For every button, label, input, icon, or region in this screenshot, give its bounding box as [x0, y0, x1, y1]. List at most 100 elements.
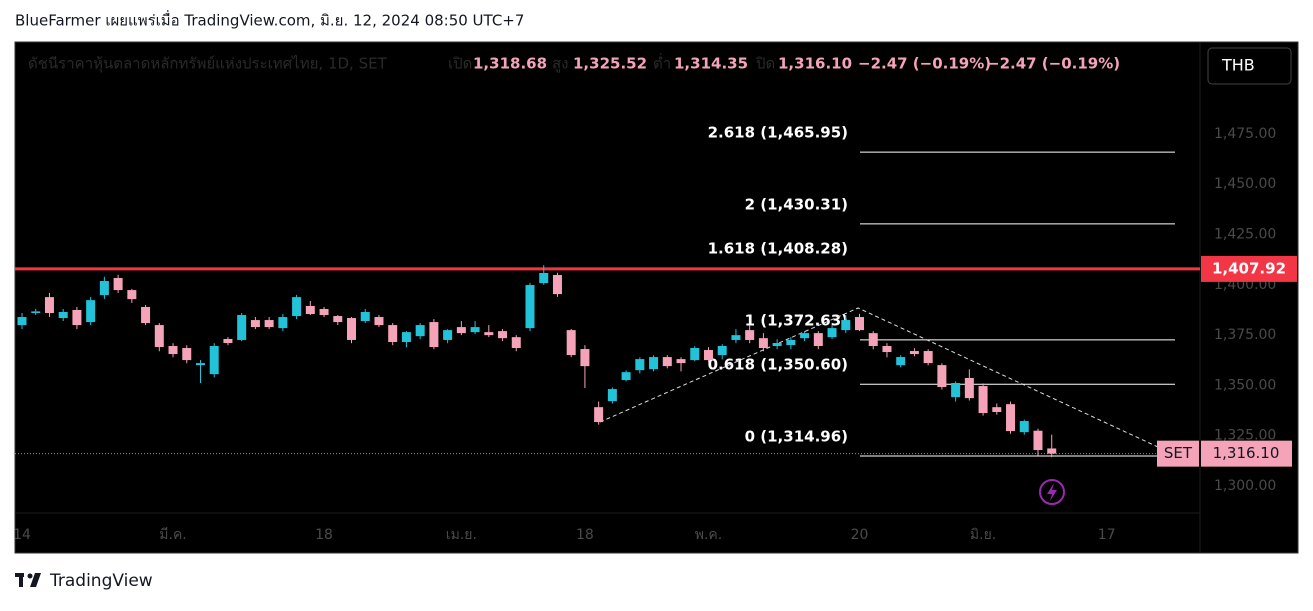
- candle-body: [772, 342, 782, 347]
- candle-body: [676, 359, 686, 364]
- candle-body: [401, 332, 411, 342]
- open-value: 1,318.68: [473, 55, 547, 73]
- logo-mark: [30, 573, 41, 587]
- candle-body: [758, 338, 768, 349]
- change: −2.47 (−0.19%): [987, 55, 1120, 73]
- candle-body: [909, 351, 919, 355]
- candle-body: [17, 317, 27, 326]
- candle-body: [964, 377, 974, 399]
- byline: BlueFarmer เผยแพร่เมื่อ TradingView.com,…: [15, 10, 524, 30]
- trend-line: [599, 307, 1161, 449]
- candle-body: [319, 308, 329, 316]
- x-tick-label: พ.ค.: [695, 527, 723, 543]
- y-tick-label: 1,325.00: [1214, 428, 1276, 444]
- open-label: เปิด: [448, 55, 472, 73]
- candle-body: [566, 330, 576, 356]
- candle-body: [1006, 404, 1016, 432]
- candle-body: [978, 386, 988, 414]
- close-label: ปิด: [755, 55, 775, 73]
- candle-body: [813, 333, 823, 347]
- candle-body: [31, 311, 41, 314]
- y-tick-label: 1,450.00: [1214, 176, 1276, 192]
- candle-body: [511, 337, 521, 349]
- y-tick-label: 1,425.00: [1214, 227, 1276, 243]
- candle-body: [333, 316, 343, 323]
- currency[interactable]: THB: [1221, 56, 1255, 75]
- candle-body: [58, 312, 68, 319]
- candle-body: [745, 330, 755, 340]
- candle-body: [374, 317, 384, 326]
- y-tick-label: 1,300.00: [1214, 478, 1276, 494]
- candle-body: [896, 357, 906, 366]
- logo-mark: [19, 573, 23, 587]
- candle-body: [580, 349, 590, 367]
- candle-body: [786, 339, 796, 346]
- low-value: 1,314.35: [674, 55, 748, 73]
- candle-body: [525, 285, 535, 329]
- candle-body: [292, 297, 302, 317]
- candle-body: [182, 348, 192, 361]
- x-tick-label: มิ.ย.: [970, 527, 996, 543]
- horizontal-line-label: 1,407.92: [1212, 259, 1286, 277]
- fib-label: 1.618 (1,408.28): [708, 240, 848, 258]
- bolt-icon: [1047, 483, 1057, 501]
- last-price-tag: [1201, 440, 1292, 467]
- fib-label: 0.618 (1,350.60): [708, 356, 848, 374]
- events-icon[interactable]: [1039, 479, 1065, 505]
- last-price-label: 1,316.10: [1213, 444, 1280, 462]
- candle-body: [621, 372, 631, 381]
- candle-body: [662, 357, 672, 367]
- candle-body: [415, 325, 425, 337]
- candle-body: [635, 359, 645, 371]
- close-value: 1,316.10: [778, 55, 852, 73]
- candle-body: [86, 300, 96, 323]
- candle-body: [498, 331, 508, 339]
- candle-body: [154, 325, 164, 348]
- candle-body: [1033, 430, 1043, 451]
- candle-body: [305, 305, 315, 315]
- candle-body: [429, 322, 439, 348]
- candle-body: [113, 278, 123, 291]
- x-tick-label: 18: [315, 527, 333, 543]
- candle-body: [703, 350, 713, 361]
- horizontal-line-tag: [1201, 255, 1297, 282]
- low-label: ต่ำ: [653, 53, 671, 73]
- candle-body: [992, 407, 1002, 412]
- candle-body: [937, 365, 947, 388]
- candle-body: [951, 383, 961, 398]
- candle-body: [607, 389, 617, 402]
- fib-label: 1 (1,372.63): [745, 311, 848, 329]
- high-value: 1,325.52: [573, 55, 647, 73]
- candle-body: [827, 328, 837, 338]
- candle-body: [195, 363, 205, 366]
- candle-body: [44, 297, 54, 314]
- currency-button[interactable]: [1207, 47, 1292, 85]
- candle-body: [347, 318, 357, 340]
- symbol-tag: [1157, 440, 1199, 467]
- candle-body: [731, 335, 741, 340]
- chart-frame: [14, 41, 1299, 554]
- x-tick-label: 18: [576, 527, 594, 543]
- y-tick-label: 1,350.00: [1214, 377, 1276, 393]
- candle-body: [127, 290, 137, 300]
- candle-body: [649, 357, 659, 370]
- candle-body: [456, 327, 466, 334]
- y-tick-label: 1,375.00: [1214, 327, 1276, 343]
- candle-body: [717, 346, 727, 356]
- brand: TradingView: [49, 571, 153, 591]
- candle-body: [800, 333, 810, 339]
- candle-body: [594, 407, 604, 423]
- candle-body: [539, 272, 549, 284]
- fib-label: 0 (1,314.96): [745, 427, 848, 445]
- candle-body: [882, 346, 892, 353]
- candle-body: [388, 325, 398, 342]
- candle-body: [223, 338, 233, 343]
- candle-body: [168, 346, 178, 355]
- high-label: สูง: [552, 55, 568, 73]
- candle-body: [690, 348, 700, 361]
- candle-body: [923, 351, 933, 364]
- candle-body: [72, 309, 82, 326]
- candle-body: [443, 330, 453, 340]
- candle-body: [1019, 421, 1029, 433]
